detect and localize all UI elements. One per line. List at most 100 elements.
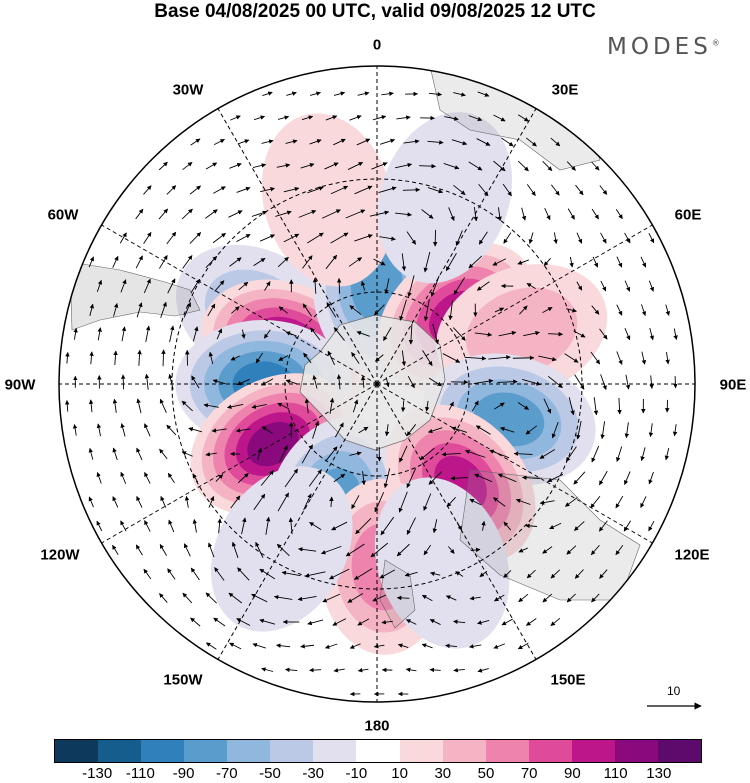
- wind-vector-arrow: [407, 375, 415, 389]
- wind-vector-arrow: [641, 351, 647, 365]
- lon-label-90w: 90W: [4, 376, 36, 394]
- wind-vector-arrow: [190, 617, 201, 627]
- wind-vector-arrow: [182, 161, 193, 171]
- wind-vector-arrow: [252, 163, 267, 168]
- wind-vector-arrow: [427, 140, 444, 145]
- wind-vector-arrow: [182, 255, 193, 269]
- graticule: [59, 66, 695, 702]
- wind-vector-arrow: [617, 397, 622, 415]
- wind-vector-arrow: [453, 277, 466, 295]
- colorbar-tick-label: 90: [564, 765, 581, 782]
- wind-vector-arrow: [423, 251, 431, 273]
- wind-vector-arrow: [384, 424, 390, 437]
- wind-vector-arrow: [478, 231, 488, 245]
- wind-vector-arrow: [381, 91, 394, 96]
- wind-vector-arrow: [347, 593, 364, 603]
- wind-vector-arrow: [373, 258, 386, 266]
- wind-vector-arrow: [569, 256, 574, 268]
- wind-vector-arrow: [261, 426, 273, 434]
- wind-vector-arrow: [401, 253, 407, 271]
- wind-vector-arrow: [479, 570, 488, 578]
- wind-vector-arrow: [525, 523, 538, 529]
- wind-vector-arrow: [355, 517, 372, 535]
- wind-vector-arrow: [331, 521, 348, 531]
- wind-vector-arrow: [329, 568, 350, 580]
- wind-vector-arrow: [169, 325, 175, 343]
- wind-vector-arrow: [275, 210, 292, 217]
- meridian-line: [206, 89, 378, 385]
- wind-vector-arrow: [405, 619, 417, 625]
- wind-vector-arrow: [624, 232, 631, 244]
- meridian-line: [376, 383, 548, 679]
- wind-vector-arrow: [236, 618, 251, 626]
- wind-vector-arrow: [498, 330, 517, 337]
- wind-vector-arrow: [229, 642, 242, 650]
- wind-vector-arrow: [205, 642, 217, 650]
- wind-vector-arrow: [72, 423, 78, 436]
- wind-vector-arrow: [576, 232, 583, 244]
- wind-vector-arrow: [600, 232, 607, 244]
- wind-vector-arrow: [369, 210, 390, 217]
- wind-vector-arrow: [432, 519, 438, 534]
- wind-vector-arrow: [112, 447, 118, 461]
- wind-vector-arrow: [475, 425, 491, 435]
- wind-vector-arrow: [371, 162, 388, 170]
- wind-vector-arrow: [182, 592, 193, 604]
- wind-vector-arrow: [349, 451, 362, 456]
- wind-vector-arrow: [542, 593, 553, 603]
- wind-vector-arrow: [190, 567, 200, 581]
- wind-vector-arrow: [325, 254, 338, 270]
- wind-vector-arrow: [236, 378, 250, 386]
- wind-vector-arrow: [453, 619, 466, 625]
- wind-vector-arrow: [564, 497, 578, 507]
- wind-vector-arrow: [144, 520, 151, 532]
- wind-vector-arrow: [351, 495, 360, 510]
- wind-vector-arrow: [333, 473, 346, 483]
- wind-vector-arrow: [166, 231, 177, 245]
- wind-vector-arrow: [309, 667, 322, 673]
- wind-vector-arrow: [624, 471, 631, 485]
- wind-vector-arrow: [523, 330, 540, 337]
- lon-label-30e: 30E: [551, 81, 579, 99]
- wind-vector-arrow: [228, 210, 243, 218]
- wind-vector-arrow: [216, 328, 223, 340]
- wind-vector-arrow: [230, 355, 240, 361]
- wind-vector-arrow: [167, 568, 176, 580]
- map-title: Base 04/08/2025 00 UTC, valid 09/08/2025…: [154, 1, 596, 22]
- wind-vector-arrow: [550, 184, 560, 196]
- wind-vector-arrow: [521, 475, 541, 480]
- wind-vector-arrow: [640, 447, 646, 462]
- vector-scale-reference: 10: [645, 684, 705, 714]
- wind-vector-arrow: [473, 378, 494, 384]
- wind-vector-arrow: [237, 472, 249, 484]
- wind-vector-arrow: [217, 518, 222, 534]
- wind-vector-arrow: [166, 185, 177, 195]
- wind-vector-arrow: [143, 185, 152, 195]
- wind-vector-arrow: [259, 234, 275, 242]
- wind-vector-arrow: [591, 208, 599, 220]
- colorbar-swatch: [614, 740, 658, 762]
- wind-vector-arrow: [159, 543, 167, 556]
- wind-vector-arrow: [207, 303, 216, 317]
- wind-vector-arrow: [137, 349, 142, 366]
- registered-mark: ®: [711, 38, 720, 48]
- wind-vector-arrow: [345, 543, 365, 557]
- wind-vector-arrow: [89, 351, 94, 365]
- wind-vector-arrow: [136, 496, 143, 508]
- wind-vector-arrow: [329, 397, 335, 414]
- wind-vector-arrow: [521, 207, 527, 221]
- wind-vector-arrow: [381, 619, 393, 625]
- wind-vector-arrow: [599, 185, 608, 195]
- wind-vector-arrow: [477, 619, 490, 625]
- wind-vector-arrow: [400, 400, 406, 412]
- lon-label-60e: 60E: [674, 206, 702, 224]
- wind-vector-arrow: [310, 91, 321, 96]
- wind-vector-arrow: [421, 209, 434, 219]
- wind-vector-arrow: [445, 252, 457, 272]
- wind-vector-arrow: [183, 302, 191, 318]
- lon-label-180: 180: [364, 717, 390, 735]
- wind-vector-arrow: [144, 472, 151, 484]
- wind-vector-arrow: [573, 471, 586, 485]
- colorbar-swatch: [442, 740, 486, 762]
- wind-vector-arrow: [385, 377, 390, 388]
